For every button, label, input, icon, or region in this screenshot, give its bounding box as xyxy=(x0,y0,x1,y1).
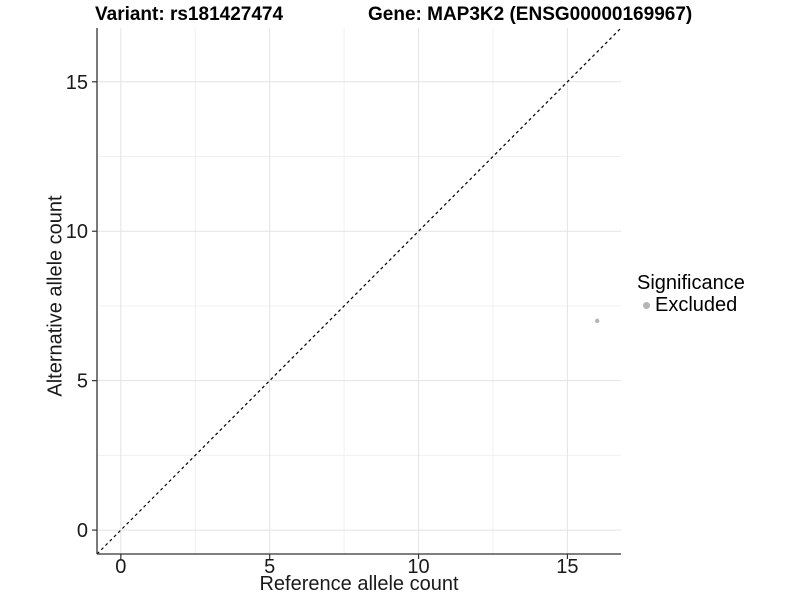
data-point xyxy=(594,318,600,324)
y-tick-label: 0 xyxy=(77,520,88,542)
plot-title-variant: Variant: rs181427474 xyxy=(95,4,284,25)
x-tick-label: 15 xyxy=(556,556,578,578)
legend-item-excluded: Excluded xyxy=(637,293,745,316)
legend-title: Significance xyxy=(637,272,745,294)
y-tick-label: 15 xyxy=(66,72,88,94)
identity-line xyxy=(96,27,622,555)
x-tick-label: 0 xyxy=(115,556,126,578)
legend-key-dot-icon xyxy=(643,301,650,309)
plot-title-gene: Gene: MAP3K2 (ENSG00000169967) xyxy=(368,4,693,25)
x-tick-label: 5 xyxy=(264,556,275,578)
legend: Significance Excluded xyxy=(637,272,745,316)
x-tick-label: 10 xyxy=(407,556,429,578)
legend-item-label: Excluded xyxy=(655,293,738,316)
y-tick-label: 5 xyxy=(77,371,88,393)
x-axis-label: Reference allele count xyxy=(259,573,459,595)
y-axis-label: Alternative allele count xyxy=(44,195,67,397)
y-tick-label: 10 xyxy=(66,221,88,243)
